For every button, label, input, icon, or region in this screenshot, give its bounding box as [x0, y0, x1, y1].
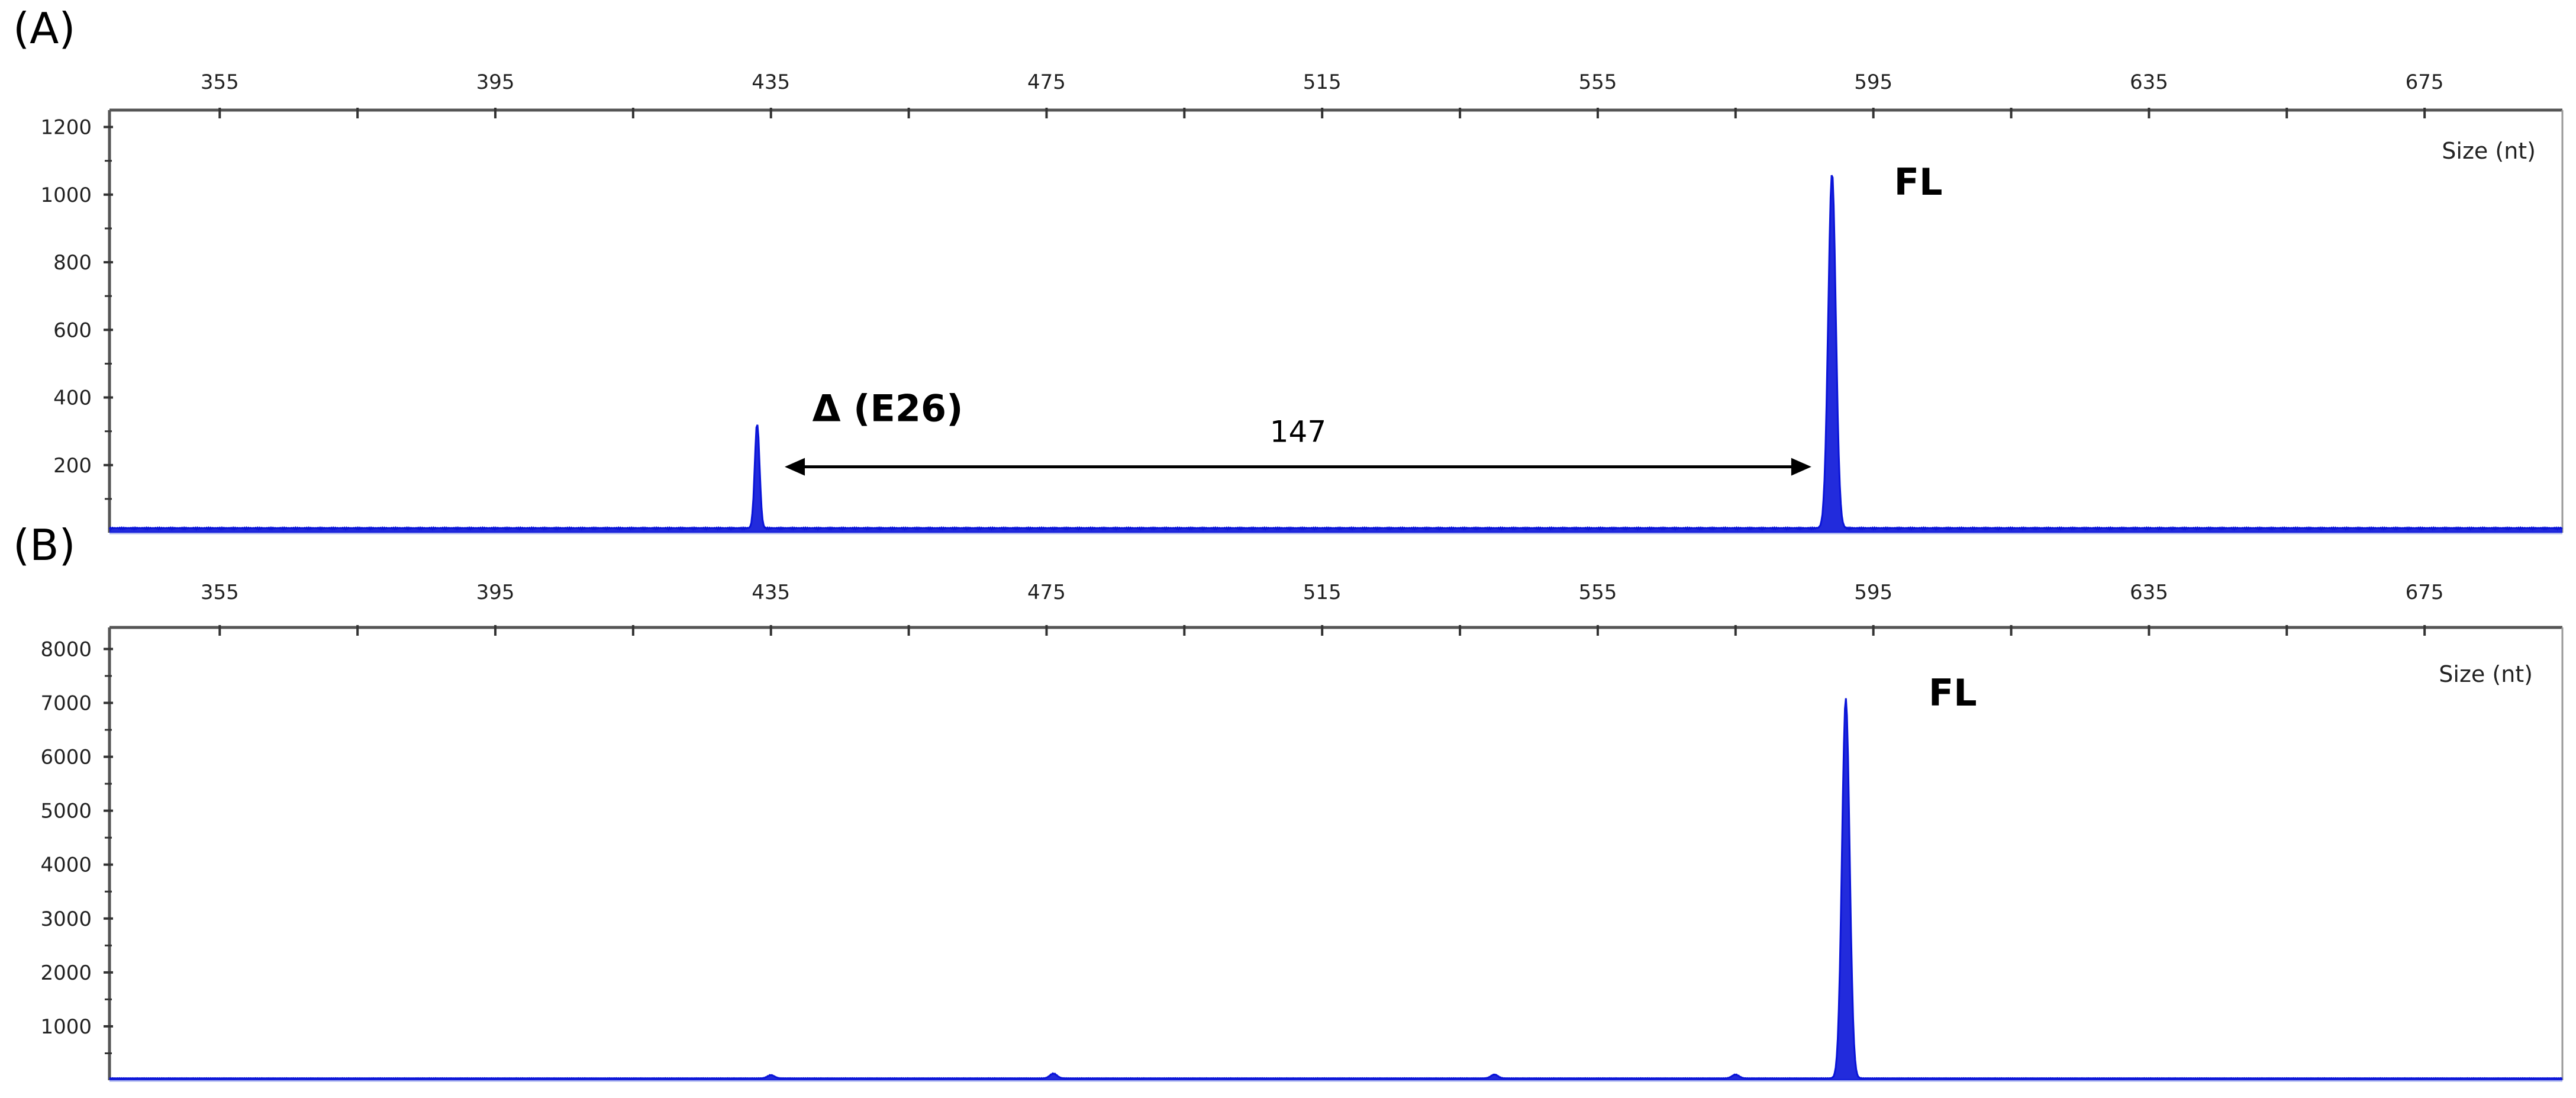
- peak-label-fl: FL: [1929, 671, 1977, 714]
- y-tick-label: 1200: [40, 116, 92, 140]
- y-tick-label: 400: [53, 387, 92, 410]
- arrow-head-right: [1791, 458, 1811, 476]
- x-tick-label: 435: [752, 70, 790, 94]
- peak-label-delta: Δ (E26): [813, 387, 963, 430]
- x-axis-label: Size (nt): [2442, 138, 2536, 164]
- x-tick-label: 555: [1578, 581, 1617, 604]
- peak-label-fl: FL: [1894, 160, 1943, 204]
- arrow-head-left: [785, 458, 805, 476]
- x-tick-label: 395: [476, 581, 515, 604]
- x-tick-label: 595: [1854, 70, 1892, 94]
- panel-label-a: (A): [13, 4, 76, 53]
- y-tick-label: 200: [53, 454, 92, 478]
- x-tick-label: 355: [201, 70, 239, 94]
- y-tick-label: 800: [53, 251, 92, 275]
- x-tick-label: 475: [1027, 70, 1066, 94]
- x-tick-label: 675: [2406, 70, 2444, 94]
- x-tick-label: 395: [476, 70, 515, 94]
- x-tick-label: 555: [1578, 70, 1617, 94]
- x-tick-label: 675: [2406, 581, 2444, 604]
- x-tick-label: 635: [2130, 581, 2168, 604]
- x-tick-label: 635: [2130, 70, 2168, 94]
- trace-line: [109, 698, 2563, 1080]
- trace-fill: [109, 698, 2562, 1080]
- y-tick-label: 600: [53, 318, 92, 342]
- y-tick-label: 8000: [40, 637, 92, 661]
- x-tick-label: 435: [752, 581, 790, 604]
- x-tick-label: 595: [1854, 581, 1892, 604]
- y-tick-label: 5000: [40, 800, 92, 823]
- panel-label-b: (B): [13, 520, 76, 570]
- y-tick-label: 1000: [40, 183, 92, 207]
- x-tick-label: 515: [1303, 581, 1342, 604]
- trace-line: [108, 175, 2563, 531]
- y-tick-label: 7000: [40, 692, 92, 716]
- y-tick-label: 3000: [40, 907, 92, 931]
- x-tick-label: 355: [201, 581, 239, 604]
- x-axis-label: Size (nt): [2439, 661, 2533, 687]
- y-tick-label: 1000: [40, 1015, 92, 1039]
- y-tick-label: 6000: [40, 746, 92, 769]
- y-tick-label: 2000: [40, 961, 92, 985]
- x-tick-label: 515: [1303, 70, 1342, 94]
- y-tick-label: 4000: [40, 854, 92, 877]
- x-tick-label: 475: [1027, 581, 1066, 604]
- distance-label: 147: [1270, 415, 1326, 449]
